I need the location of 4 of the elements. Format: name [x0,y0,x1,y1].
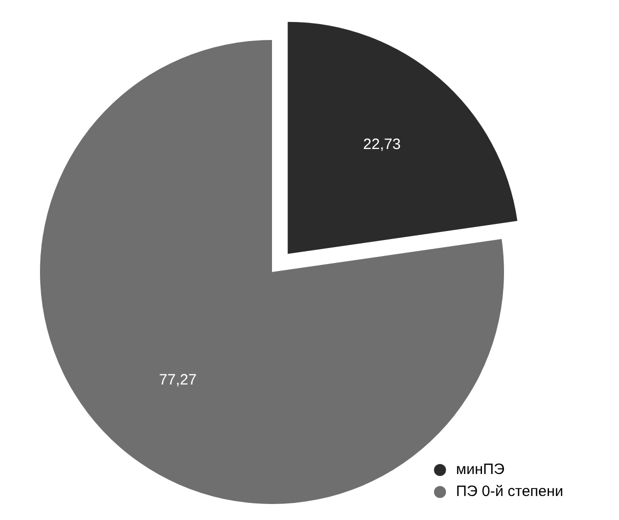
data-label: 22,73 [363,136,401,154]
data-label: 77,27 [159,372,197,389]
legend-label: ПЭ 0-й степени [456,482,564,500]
legend-label: минПЭ [456,460,505,478]
